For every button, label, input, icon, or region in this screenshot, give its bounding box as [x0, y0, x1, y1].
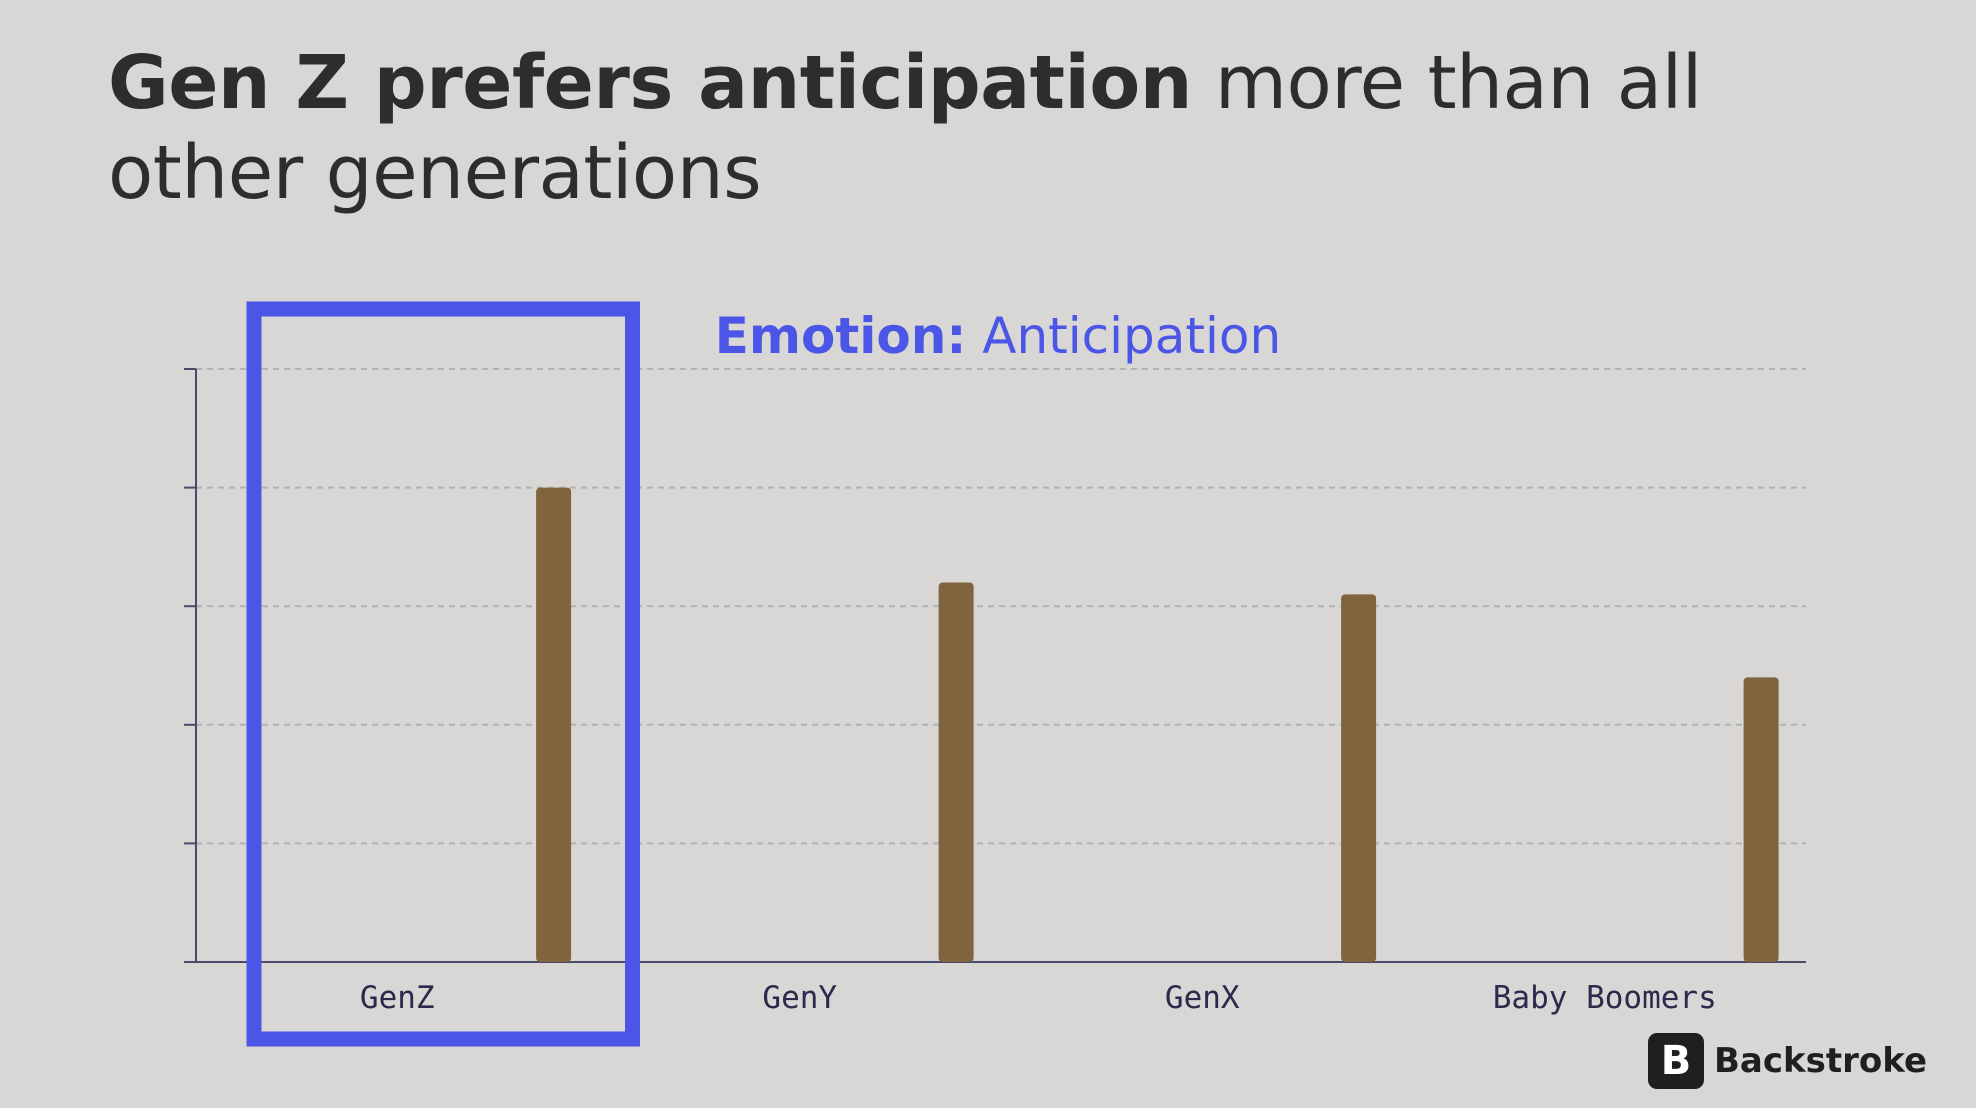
grid-lines [196, 368, 1806, 845]
backstroke-logo-icon: B [1648, 1033, 1704, 1089]
axes [184, 368, 1806, 963]
page-title: Gen Z prefers anticipation more than all… [108, 38, 1888, 218]
page-title-rest: more than all other generations [108, 40, 1702, 216]
bar-genz [536, 487, 572, 962]
x-tick-label: GenX [1165, 980, 1240, 1016]
chart-title-bold: Emotion: [715, 307, 967, 365]
highlight-box [246, 301, 640, 1047]
x-tick-labels: GenZ GenY GenX Baby Boomers [360, 980, 1717, 1016]
bar-genx [1341, 594, 1377, 962]
bar-baby-boomers [1743, 677, 1779, 962]
bars [536, 487, 1779, 962]
x-tick-label: Baby Boomers [1493, 980, 1717, 1016]
x-tick-label: GenY [762, 980, 837, 1016]
brand-logo: B Backstroke [1648, 1033, 1927, 1089]
page-title-bold: Gen Z prefers anticipation [108, 40, 1192, 126]
chart-title-rest: Anticipation [966, 307, 1281, 365]
brand-name: Backstroke [1714, 1041, 1927, 1081]
x-tick-label: GenZ [360, 980, 435, 1016]
chart-title: Emotion: Anticipation [715, 307, 1281, 365]
bar-geny [938, 582, 974, 962]
